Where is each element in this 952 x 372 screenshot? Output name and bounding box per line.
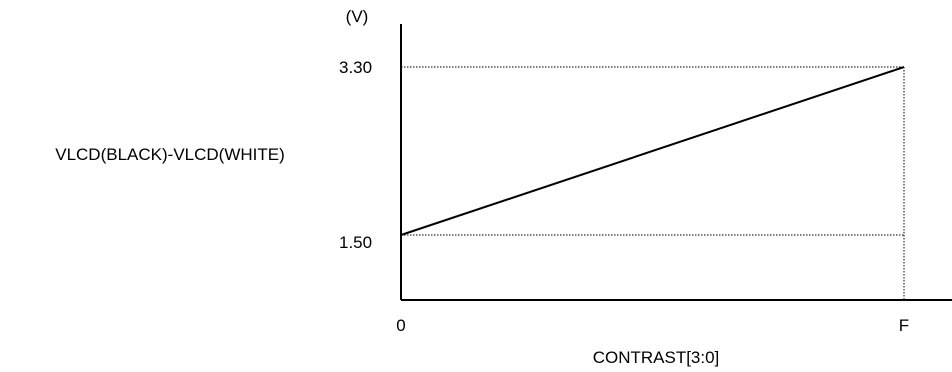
x-tick-label: 0 [396, 316, 405, 335]
y-tick-label: 1.50 [339, 233, 372, 252]
series-line [400, 66, 905, 236]
x-tick-label: F [899, 316, 909, 335]
x-axis-title: CONTRAST[3:0] [593, 348, 720, 367]
y-axis-title: VLCD(BLACK)-VLCD(WHITE) [55, 145, 285, 164]
y-tick-label: 3.30 [339, 58, 372, 77]
y-unit-label: (V) [346, 7, 369, 26]
